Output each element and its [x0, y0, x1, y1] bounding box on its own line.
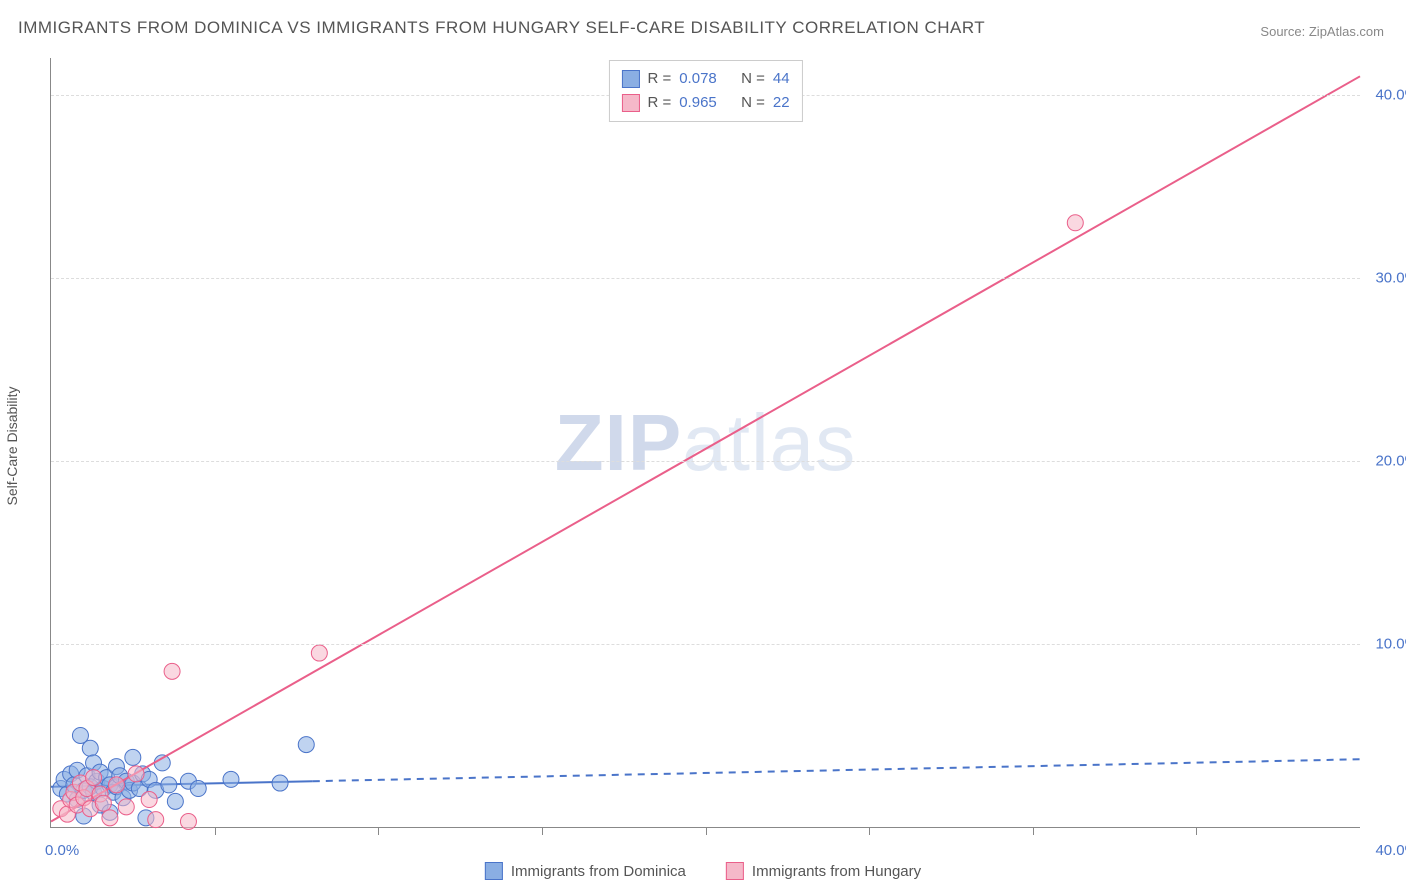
- legend-label-hungary: Immigrants from Hungary: [752, 863, 921, 880]
- n-label: N =: [741, 67, 765, 91]
- n-label: N =: [741, 91, 765, 115]
- swatch-hungary: [726, 862, 744, 880]
- stats-row-hungary: R = 0.965 N = 22: [621, 91, 789, 115]
- series-legend: Immigrants from Dominica Immigrants from…: [485, 862, 921, 880]
- y-tick-label: 40.0%: [1375, 86, 1406, 103]
- source-credit: Source: ZipAtlas.com: [1260, 24, 1384, 39]
- swatch-dominica: [621, 70, 639, 88]
- gridline: [51, 461, 1360, 462]
- y-tick-label: 10.0%: [1375, 635, 1406, 652]
- legend-item-dominica: Immigrants from Dominica: [485, 862, 686, 880]
- r-label: R =: [647, 91, 671, 115]
- gridline: [51, 644, 1360, 645]
- r-value-dominica: 0.078: [679, 67, 717, 91]
- n-value-hungary: 22: [773, 91, 790, 115]
- x-axis-min-label: 0.0%: [45, 842, 79, 859]
- x-tick: [542, 827, 543, 835]
- y-axis-label: Self-Care Disability: [4, 386, 20, 505]
- chart-svg: [51, 58, 1360, 827]
- gridline: [51, 278, 1360, 279]
- x-tick: [869, 827, 870, 835]
- stats-row-dominica: R = 0.078 N = 44: [621, 67, 789, 91]
- r-value-hungary: 0.965: [679, 91, 717, 115]
- x-tick: [378, 827, 379, 835]
- y-tick-label: 20.0%: [1375, 452, 1406, 469]
- swatch-hungary: [621, 94, 639, 112]
- x-tick: [1196, 827, 1197, 835]
- x-tick: [215, 827, 216, 835]
- x-tick: [1033, 827, 1034, 835]
- x-tick: [706, 827, 707, 835]
- x-axis-max-label: 40.0%: [1375, 842, 1406, 859]
- r-label: R =: [647, 67, 671, 91]
- stats-legend: R = 0.078 N = 44 R = 0.965 N = 22: [608, 60, 802, 122]
- chart-plot-area: ZIPatlas R = 0.078 N = 44 R = 0.965 N = …: [50, 58, 1360, 828]
- source-name: ZipAtlas.com: [1309, 24, 1384, 39]
- source-label: Source:: [1260, 24, 1305, 39]
- chart-title: IMMIGRANTS FROM DOMINICA VS IMMIGRANTS F…: [18, 18, 985, 38]
- legend-item-hungary: Immigrants from Hungary: [726, 862, 921, 880]
- y-tick-label: 30.0%: [1375, 269, 1406, 286]
- swatch-dominica: [485, 862, 503, 880]
- n-value-dominica: 44: [773, 67, 790, 91]
- legend-label-dominica: Immigrants from Dominica: [511, 863, 686, 880]
